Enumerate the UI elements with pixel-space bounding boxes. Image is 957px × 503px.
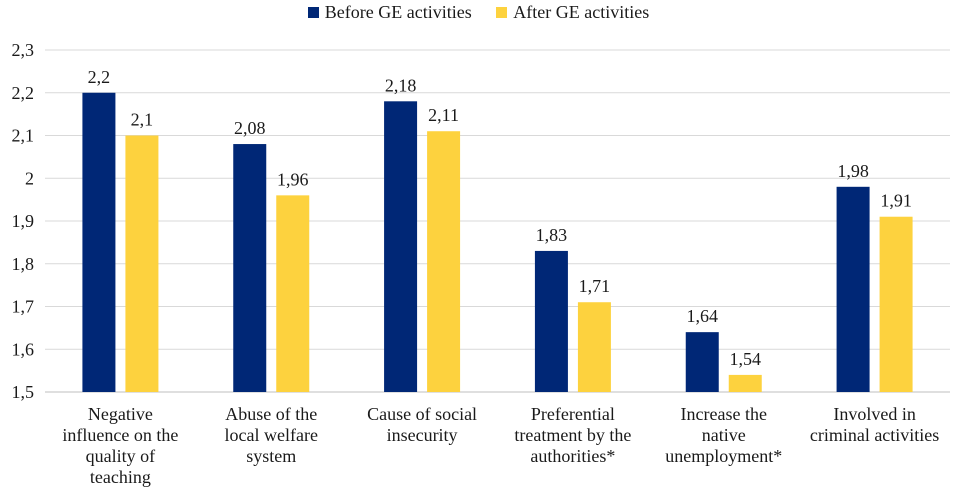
x-tick-label: Preferential treatment by the authoritie… bbox=[514, 404, 632, 466]
legend-label-after: After GE activities bbox=[513, 2, 650, 22]
data-label-after: 1,71 bbox=[579, 276, 611, 296]
bar-before bbox=[82, 92, 116, 392]
x-tick-label: Negative influence on the quality of tea… bbox=[62, 404, 179, 487]
y-tick-label: 1,5 bbox=[12, 382, 35, 402]
bar-after bbox=[577, 302, 611, 392]
x-tick-label: Increase the native unemployment* bbox=[665, 404, 783, 466]
legend-item-before: Before GE activities bbox=[307, 2, 472, 23]
bar-before bbox=[534, 250, 568, 392]
bar-before bbox=[685, 332, 719, 392]
data-label-after: 1,54 bbox=[730, 349, 762, 369]
y-tick-label: 2,3 bbox=[12, 40, 35, 60]
data-label-after: 1,96 bbox=[277, 169, 309, 189]
data-label-after: 2,1 bbox=[131, 110, 154, 130]
bar-after bbox=[728, 374, 762, 392]
data-label-before: 1,64 bbox=[687, 306, 719, 326]
data-label-before: 1,98 bbox=[837, 161, 869, 181]
data-label-after: 2,11 bbox=[428, 105, 459, 125]
y-tick-label: 1,7 bbox=[12, 297, 35, 317]
x-tick-label: Involved in criminal activities bbox=[809, 404, 940, 445]
bar-after bbox=[427, 131, 461, 392]
y-tick-label: 2 bbox=[25, 168, 34, 188]
x-tick-label: Cause of social insecurity bbox=[367, 404, 478, 445]
y-tick-label: 1,9 bbox=[12, 211, 35, 231]
data-label-before: 2,18 bbox=[385, 75, 417, 95]
bar-before bbox=[233, 144, 267, 392]
y-tick-label: 2,1 bbox=[12, 126, 35, 146]
data-label-before: 2,08 bbox=[234, 118, 266, 138]
data-label-before: 1,83 bbox=[536, 225, 568, 245]
data-label-after: 1,91 bbox=[880, 191, 912, 211]
legend-label-before: Before GE activities bbox=[324, 2, 472, 22]
bar-before bbox=[384, 101, 418, 393]
data-label-before: 2,2 bbox=[88, 67, 111, 87]
y-tick-label: 1,8 bbox=[12, 254, 35, 274]
legend-item-after: After GE activities bbox=[496, 2, 649, 23]
legend-swatch-after bbox=[496, 7, 508, 18]
bar-before bbox=[836, 186, 870, 392]
x-tick-label: Abuse of the local welfare system bbox=[224, 404, 318, 466]
legend-swatch-before bbox=[307, 7, 319, 18]
bar-after bbox=[276, 195, 310, 392]
y-tick-label: 1,6 bbox=[12, 339, 35, 359]
chart-legend: Before GE activities After GE activities bbox=[0, 2, 957, 23]
bar-after bbox=[125, 135, 159, 392]
y-tick-label: 2,2 bbox=[12, 83, 35, 103]
bar-after bbox=[879, 216, 913, 392]
